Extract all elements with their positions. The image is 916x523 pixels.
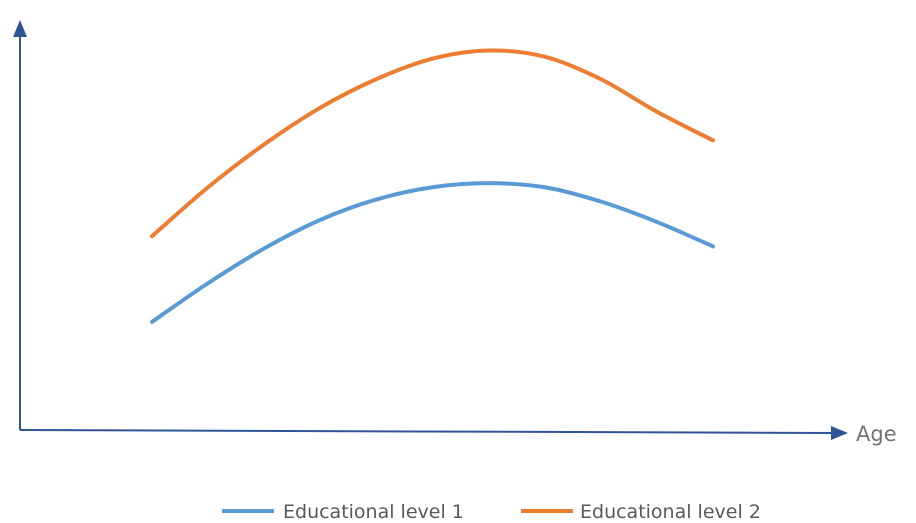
legend-label-educational-level-2: Educational level 2 bbox=[580, 501, 761, 523]
series-line-educational-level-2 bbox=[150, 48, 715, 239]
legend: Educational level 1 Educational level 2 bbox=[222, 501, 761, 523]
series-group bbox=[150, 48, 715, 324]
x-axis-label: Age bbox=[856, 422, 897, 446]
axes: Age bbox=[13, 20, 897, 446]
x-axis bbox=[19, 429, 833, 434]
series-line-educational-level-1 bbox=[150, 181, 715, 324]
x-axis-arrow-icon bbox=[831, 426, 848, 440]
legend-label-educational-level-1: Educational level 1 bbox=[283, 501, 464, 523]
y-axis-arrow-icon bbox=[13, 20, 27, 37]
